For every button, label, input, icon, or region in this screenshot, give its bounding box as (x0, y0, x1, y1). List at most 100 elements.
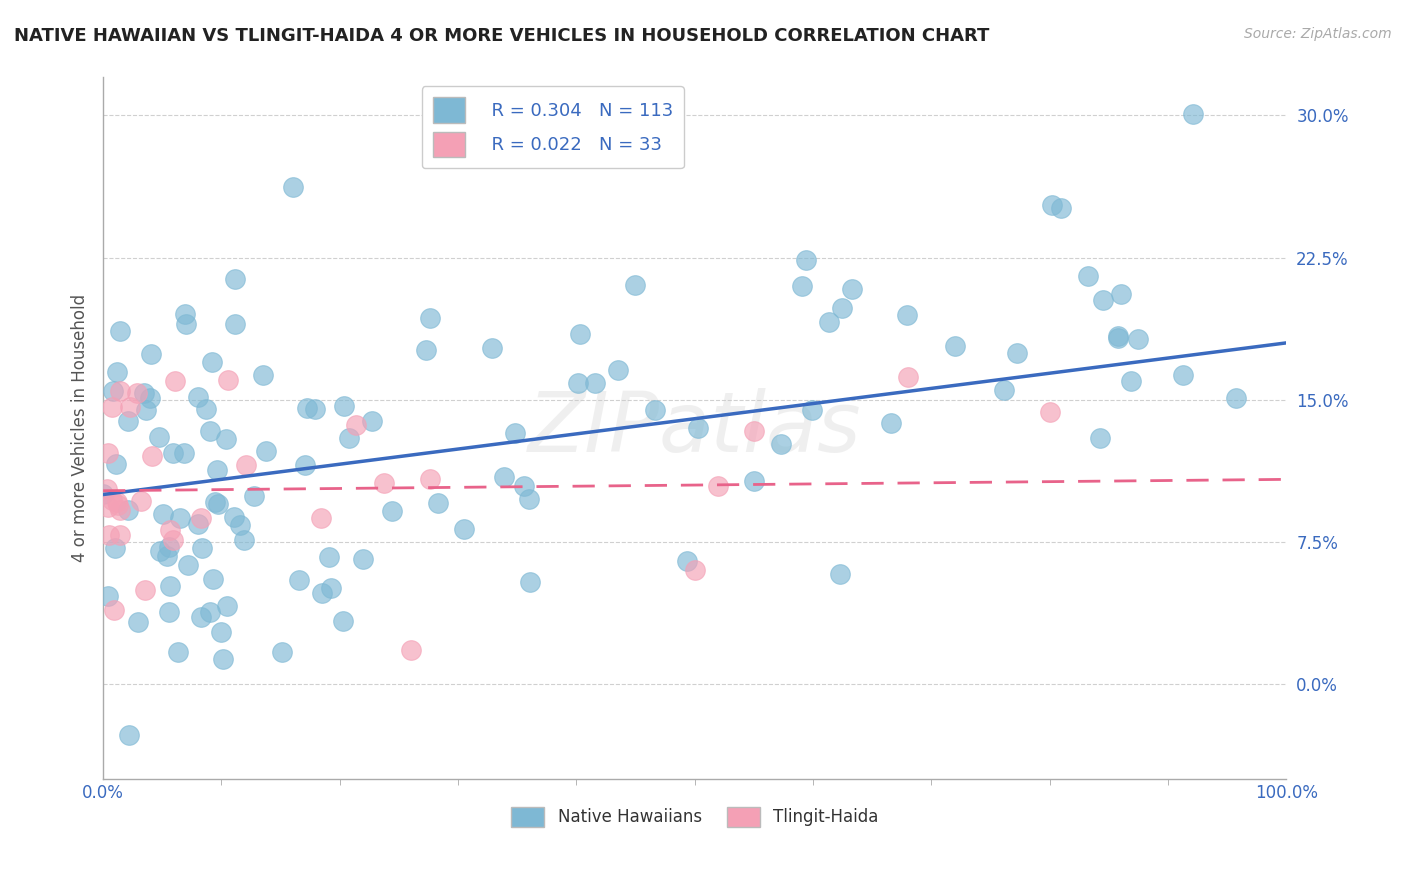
Point (174, 307, 197, 321)
Point (101, 492, 124, 507)
Point (1173, 368, 1195, 383)
Point (1107, 331, 1129, 345)
Point (332, 399, 354, 413)
Point (742, 424, 765, 438)
Point (1182, 106, 1205, 120)
Legend: Native Hawaiians, Tlingit-Haida: Native Hawaiians, Tlingit-Haida (505, 800, 886, 834)
Point (191, 541, 214, 555)
Point (381, 504, 404, 518)
Point (117, 414, 139, 428)
Point (204, 495, 226, 509)
Point (1225, 391, 1247, 405)
Point (311, 585, 333, 599)
Point (294, 458, 316, 472)
Point (243, 489, 266, 503)
Point (96, 482, 118, 496)
Point (288, 574, 311, 588)
Point (517, 491, 540, 506)
Text: Source: ZipAtlas.com: Source: ZipAtlas.com (1244, 27, 1392, 41)
Point (419, 311, 441, 326)
Point (212, 652, 235, 666)
Point (339, 431, 361, 445)
Point (198, 605, 221, 619)
Point (270, 645, 292, 659)
Point (215, 599, 238, 613)
Point (512, 479, 534, 493)
Point (304, 402, 326, 417)
Point (229, 518, 252, 533)
Point (683, 563, 706, 577)
Point (163, 374, 186, 388)
Point (880, 416, 903, 430)
Point (419, 472, 441, 486)
Point (117, 503, 139, 517)
Point (104, 541, 127, 556)
Point (157, 605, 180, 619)
Point (97, 446, 120, 460)
Point (235, 458, 257, 472)
Point (831, 301, 853, 315)
Point (1128, 332, 1150, 346)
Point (198, 424, 221, 438)
Point (295, 401, 318, 416)
Point (519, 575, 541, 590)
Point (159, 579, 181, 593)
Point (309, 511, 332, 525)
Point (105, 457, 128, 471)
Point (1107, 329, 1129, 343)
Point (101, 401, 124, 415)
Point (607, 363, 630, 377)
Point (157, 540, 180, 554)
Point (190, 510, 212, 524)
Point (118, 401, 141, 415)
Point (676, 554, 699, 568)
Point (166, 645, 188, 659)
Point (169, 511, 191, 525)
Point (129, 494, 152, 508)
Point (801, 403, 824, 417)
Point (162, 533, 184, 548)
Point (155, 549, 177, 563)
Point (105, 495, 128, 509)
Point (148, 430, 170, 444)
Point (215, 432, 238, 446)
Point (283, 180, 305, 194)
Point (686, 421, 709, 435)
Point (207, 497, 229, 511)
Point (1039, 405, 1062, 419)
Point (108, 528, 131, 542)
Point (97, 500, 120, 514)
Point (790, 279, 813, 293)
Point (118, 728, 141, 742)
Point (707, 479, 730, 493)
Point (103, 603, 125, 617)
Point (174, 318, 197, 332)
Point (127, 615, 149, 629)
Point (427, 495, 450, 509)
Point (209, 624, 232, 639)
Point (481, 341, 503, 355)
Point (1005, 345, 1028, 359)
Point (108, 384, 131, 398)
Point (943, 338, 966, 352)
Point (1050, 202, 1073, 216)
Point (373, 475, 395, 490)
Point (494, 470, 516, 484)
Point (841, 282, 863, 296)
Point (352, 551, 374, 566)
Point (162, 446, 184, 460)
Point (415, 343, 437, 357)
Point (217, 373, 239, 387)
Point (233, 533, 256, 548)
Text: NATIVE HAWAIIAN VS TLINGIT-HAIDA 4 OR MORE VEHICLES IN HOUSEHOLD CORRELATION CHA: NATIVE HAWAIIAN VS TLINGIT-HAIDA 4 OR MO… (14, 27, 990, 45)
Point (107, 498, 129, 512)
Point (1077, 268, 1099, 283)
Point (360, 414, 382, 428)
Point (254, 443, 277, 458)
Point (138, 392, 160, 406)
Point (97, 589, 120, 603)
Point (201, 355, 224, 369)
Point (1091, 293, 1114, 307)
Point (139, 347, 162, 361)
Point (224, 271, 246, 285)
